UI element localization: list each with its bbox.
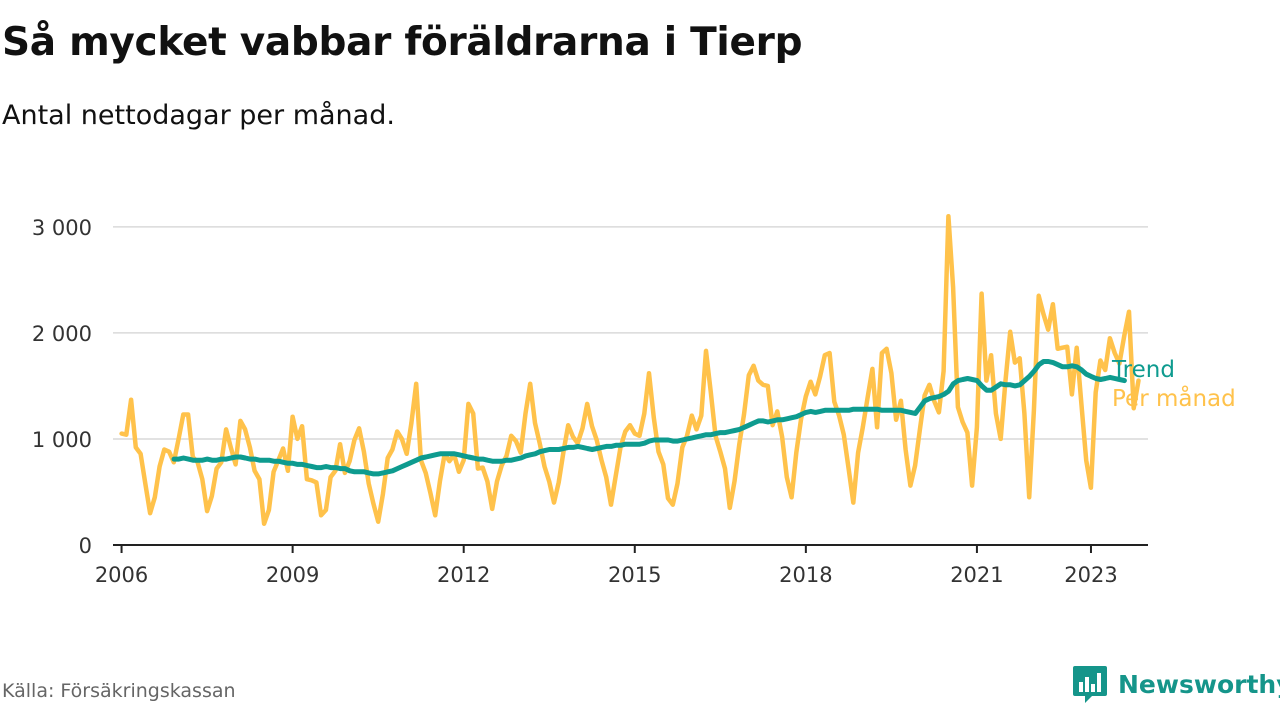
source-note: Källa: Försäkringskassan [2,680,236,702]
x-tick-label: 2009 [266,563,319,587]
x-tick-label: 2023 [1064,563,1117,587]
x-tick-label: 2015 [608,563,661,587]
newsworthy-chart-icon [1073,666,1107,703]
x-tick-label: 2021 [950,563,1003,587]
trend-series-line [171,359,1127,477]
y-tick-label: 0 [79,534,92,558]
y-tick-label: 3 000 [32,216,92,240]
x-tick-label: 2006 [95,563,148,587]
brand-name: Newsworthy [1118,669,1280,699]
chart-title: Så mycket vabbar föräldrarna i Tierp [2,20,803,65]
series-lines [119,213,1141,527]
legend-label-trend: Trend [1111,357,1175,383]
y-tick-label: 2 000 [32,322,92,346]
x-tick-label: 2012 [437,563,490,587]
x-tick-label: 2018 [779,563,832,587]
axis-ticks: 0 1 000 2 000 3 000 2006 2009 2012 2015 2018 2021… [32,216,1118,587]
chart-subtitle: Antal nettodagar per månad. [2,100,395,131]
monthly-series-line [119,213,1141,527]
brand-logo-link[interactable]: Newsworthy [1072,664,1280,704]
legend-label-monthly: Per månad [1112,384,1236,412]
y-tick-label: 1 000 [32,428,92,452]
gridlines [113,226,1148,440]
